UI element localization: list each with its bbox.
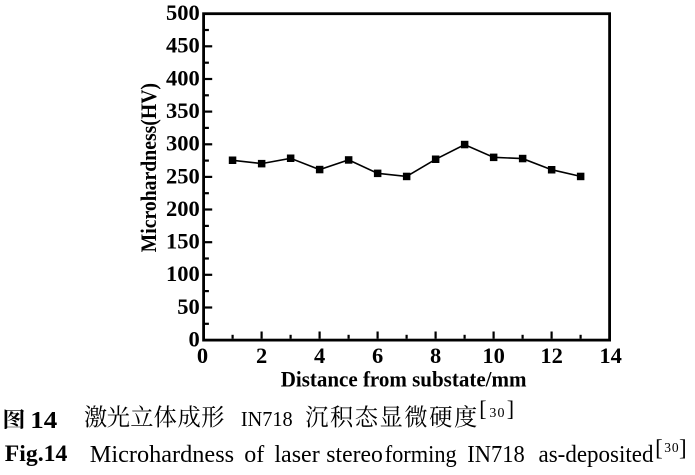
svg-text:Distance from substate/mm: Distance from substate/mm xyxy=(281,367,527,392)
svg-text:[: [ xyxy=(479,396,486,421)
svg-text:150: 150 xyxy=(166,229,200,254)
svg-text:350: 350 xyxy=(166,98,200,123)
svg-text:0: 0 xyxy=(189,327,200,352)
svg-text:200: 200 xyxy=(166,196,200,221)
svg-text:8: 8 xyxy=(430,343,441,368)
svg-text:[: [ xyxy=(655,436,663,461)
svg-text:400: 400 xyxy=(166,65,200,90)
svg-text:14: 14 xyxy=(30,407,57,434)
svg-text:4: 4 xyxy=(314,343,325,368)
svg-text:450: 450 xyxy=(166,33,200,58)
svg-text:300: 300 xyxy=(166,131,200,156)
svg-text:50: 50 xyxy=(177,294,200,319)
svg-text:250: 250 xyxy=(166,163,200,188)
svg-text:14: 14 xyxy=(599,343,622,368)
svg-text:10: 10 xyxy=(482,343,505,368)
svg-text:500: 500 xyxy=(166,0,200,25)
svg-text:12: 12 xyxy=(540,343,563,368)
svg-text:30: 30 xyxy=(489,406,505,421)
svg-text:100: 100 xyxy=(166,261,200,286)
svg-text:Microhardness(HV): Microhardness(HV) xyxy=(136,83,161,252)
svg-text:]: ] xyxy=(679,436,687,461)
svg-text:IN718: IN718 xyxy=(241,407,293,431)
svg-text:0: 0 xyxy=(197,343,208,368)
svg-text:2: 2 xyxy=(256,343,267,368)
svg-text:6: 6 xyxy=(372,343,383,368)
svg-text:]: ] xyxy=(507,396,514,421)
svg-text:Fig.14: Fig.14 xyxy=(5,441,68,467)
svg-text:30: 30 xyxy=(664,440,679,455)
